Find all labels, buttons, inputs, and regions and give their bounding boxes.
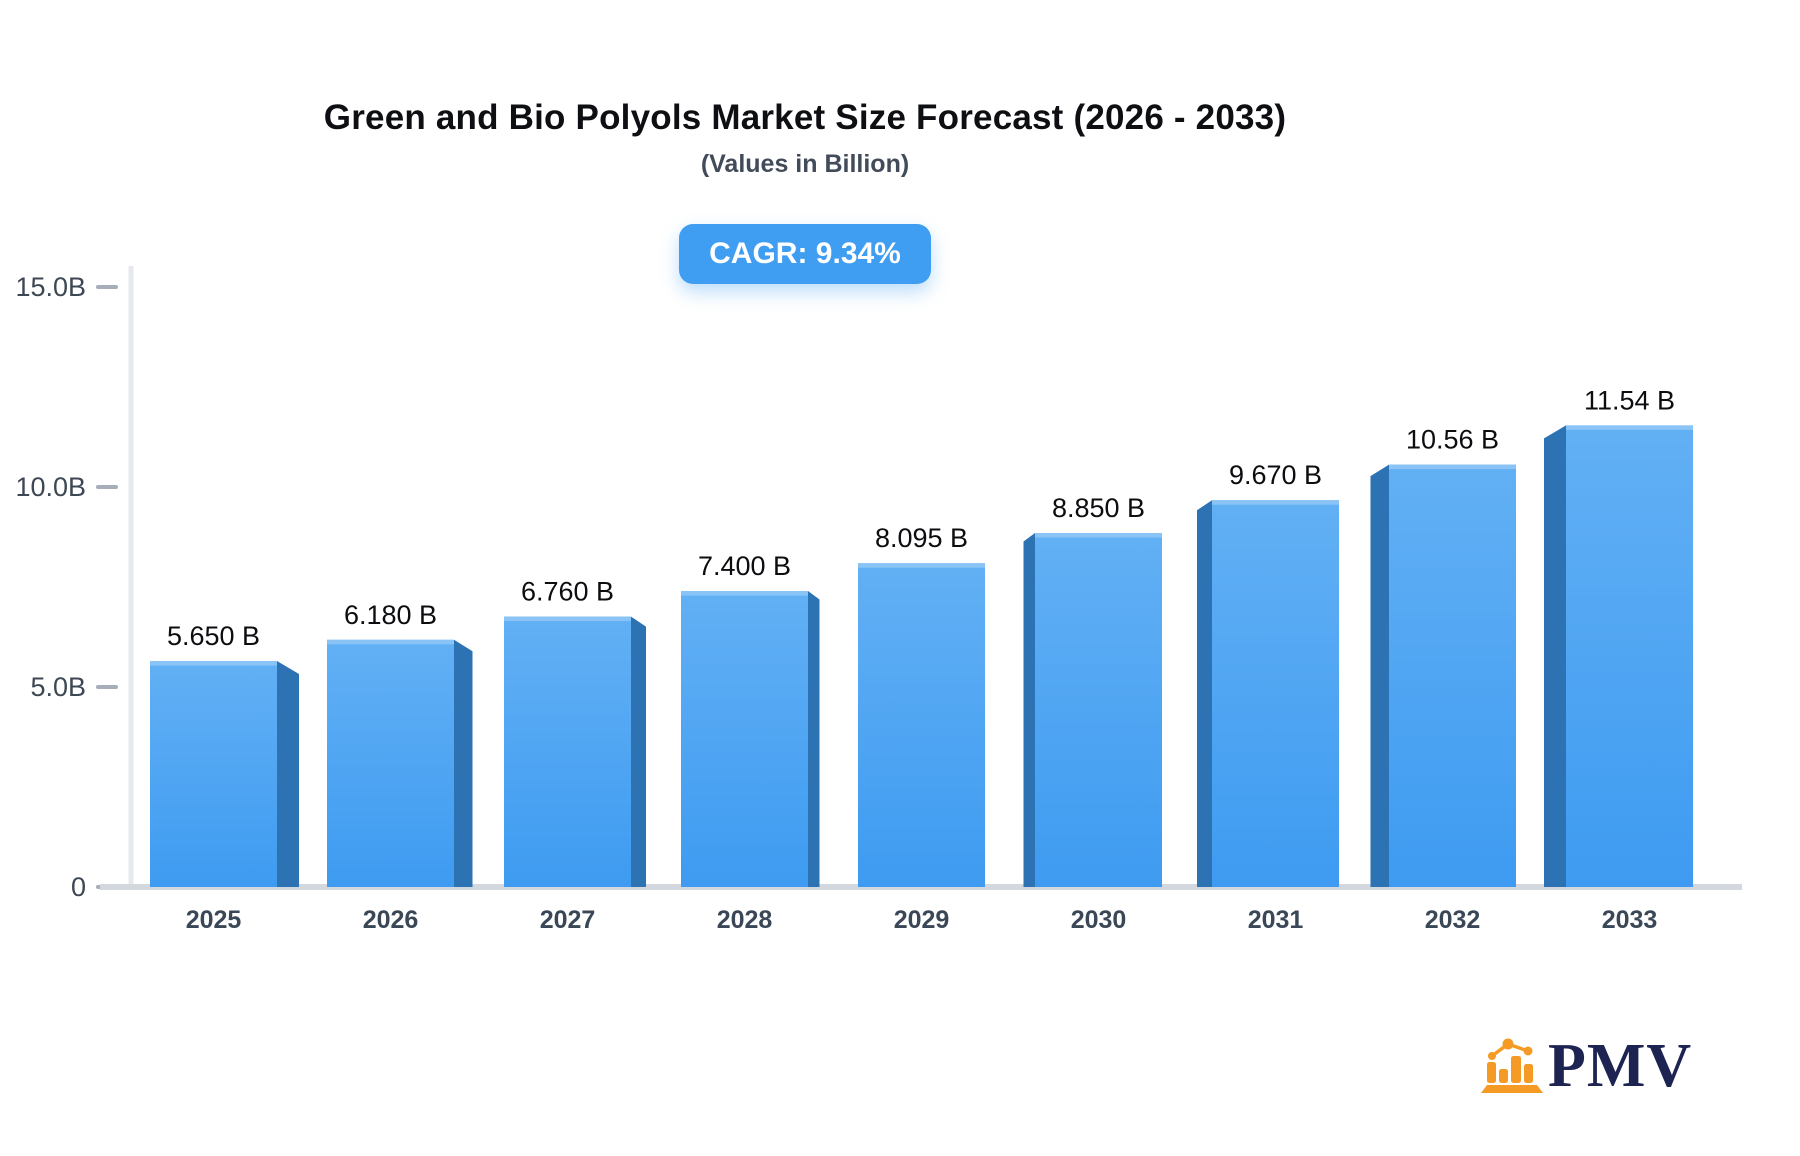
bar-top-highlight [858, 563, 985, 568]
x-axis-label: 2033 [1602, 906, 1658, 934]
x-axis-label: 2027 [540, 906, 596, 934]
bar-face [1212, 500, 1339, 887]
y-tick-label: 0 [71, 872, 86, 902]
bar-face [858, 563, 985, 887]
cagr-badge: CAGR: 9.34% [679, 224, 931, 284]
chart-title: Green and Bio Polyols Market Size Foreca… [323, 98, 1287, 137]
bar-top-highlight [327, 639, 454, 645]
bar-chart-trend-icon [1481, 1038, 1543, 1093]
bar-2026: 6.180 B 2026 [327, 600, 473, 934]
bar-face [504, 616, 631, 887]
bar-side [1023, 533, 1035, 887]
bar-value-label: 10.56 B [1406, 425, 1499, 455]
bar-side [1370, 464, 1389, 887]
bar-top-highlight [504, 616, 631, 622]
x-axis-label: 2026 [363, 906, 419, 934]
bar-top-highlight [150, 661, 277, 666]
bar-top-highlight [1212, 500, 1339, 505]
bar-2031: 9.670 B 2031 [1197, 460, 1339, 934]
bar-face [1035, 533, 1162, 887]
bar-2033: 11.54 B 2033 [1544, 385, 1693, 934]
bar-2027: 6.760 B 2027 [504, 577, 646, 934]
bar-2029: 8.095 B 2029 [858, 523, 985, 934]
x-axis-label: 2025 [186, 906, 242, 934]
x-axis-label: 2030 [1071, 906, 1127, 934]
bar-value-label: 6.760 B [521, 577, 614, 607]
y-tick-dash [96, 485, 118, 489]
x-axis-label: 2031 [1248, 906, 1304, 934]
bar-value-label: 8.095 B [875, 523, 968, 553]
bar-2030: 8.850 B 2030 [1023, 493, 1162, 934]
bar-top-highlight [1035, 533, 1162, 538]
bar-value-label: 8.850 B [1052, 493, 1145, 523]
logo-wordmark: PMV [1548, 1032, 1693, 1100]
bar-side [454, 639, 473, 887]
bar-top-highlight [1389, 464, 1516, 470]
bar-2025: 5.650 B 2025 [150, 621, 299, 934]
bar-value-label: 9.670 B [1229, 460, 1322, 490]
bar-2028: 7.400 B 2028 [681, 551, 820, 934]
bar-face [1566, 425, 1693, 887]
bar-side [1197, 500, 1212, 887]
bar-face [1389, 464, 1516, 887]
y-tick-label: 10.0B [15, 472, 86, 502]
pmv-logo: PMV [1480, 1032, 1693, 1100]
y-tick-dash [96, 285, 118, 289]
bar-value-label: 11.54 B [1584, 385, 1675, 415]
bar-top-highlight [681, 591, 808, 596]
y-tick-label: 15.0B [15, 272, 86, 302]
bar-value-label: 6.180 B [344, 600, 437, 630]
x-axis-label: 2028 [717, 906, 773, 934]
y-tick-label: 5.0B [30, 672, 86, 702]
bar-face [681, 591, 808, 887]
chart-subtitle: (Values in Billion) [700, 150, 910, 178]
bar-2032: 10.56 B 2032 [1370, 425, 1516, 934]
bar-value-label: 7.400 B [698, 551, 791, 581]
bar-side [631, 616, 646, 887]
bar-side [808, 591, 820, 887]
y-axis-line [128, 266, 134, 890]
bar-face [150, 661, 277, 887]
bar-value-label: 5.650 B [167, 621, 260, 651]
badge-row: CAGR: 9.34% [0, 224, 1610, 284]
bar-side [1544, 425, 1566, 887]
y-tick-dash [96, 685, 118, 689]
bar-side [277, 661, 299, 887]
bar-top-highlight [1566, 425, 1693, 430]
x-axis-label: 2029 [894, 906, 950, 934]
x-axis-label: 2032 [1425, 906, 1481, 934]
bar-face [327, 639, 454, 887]
